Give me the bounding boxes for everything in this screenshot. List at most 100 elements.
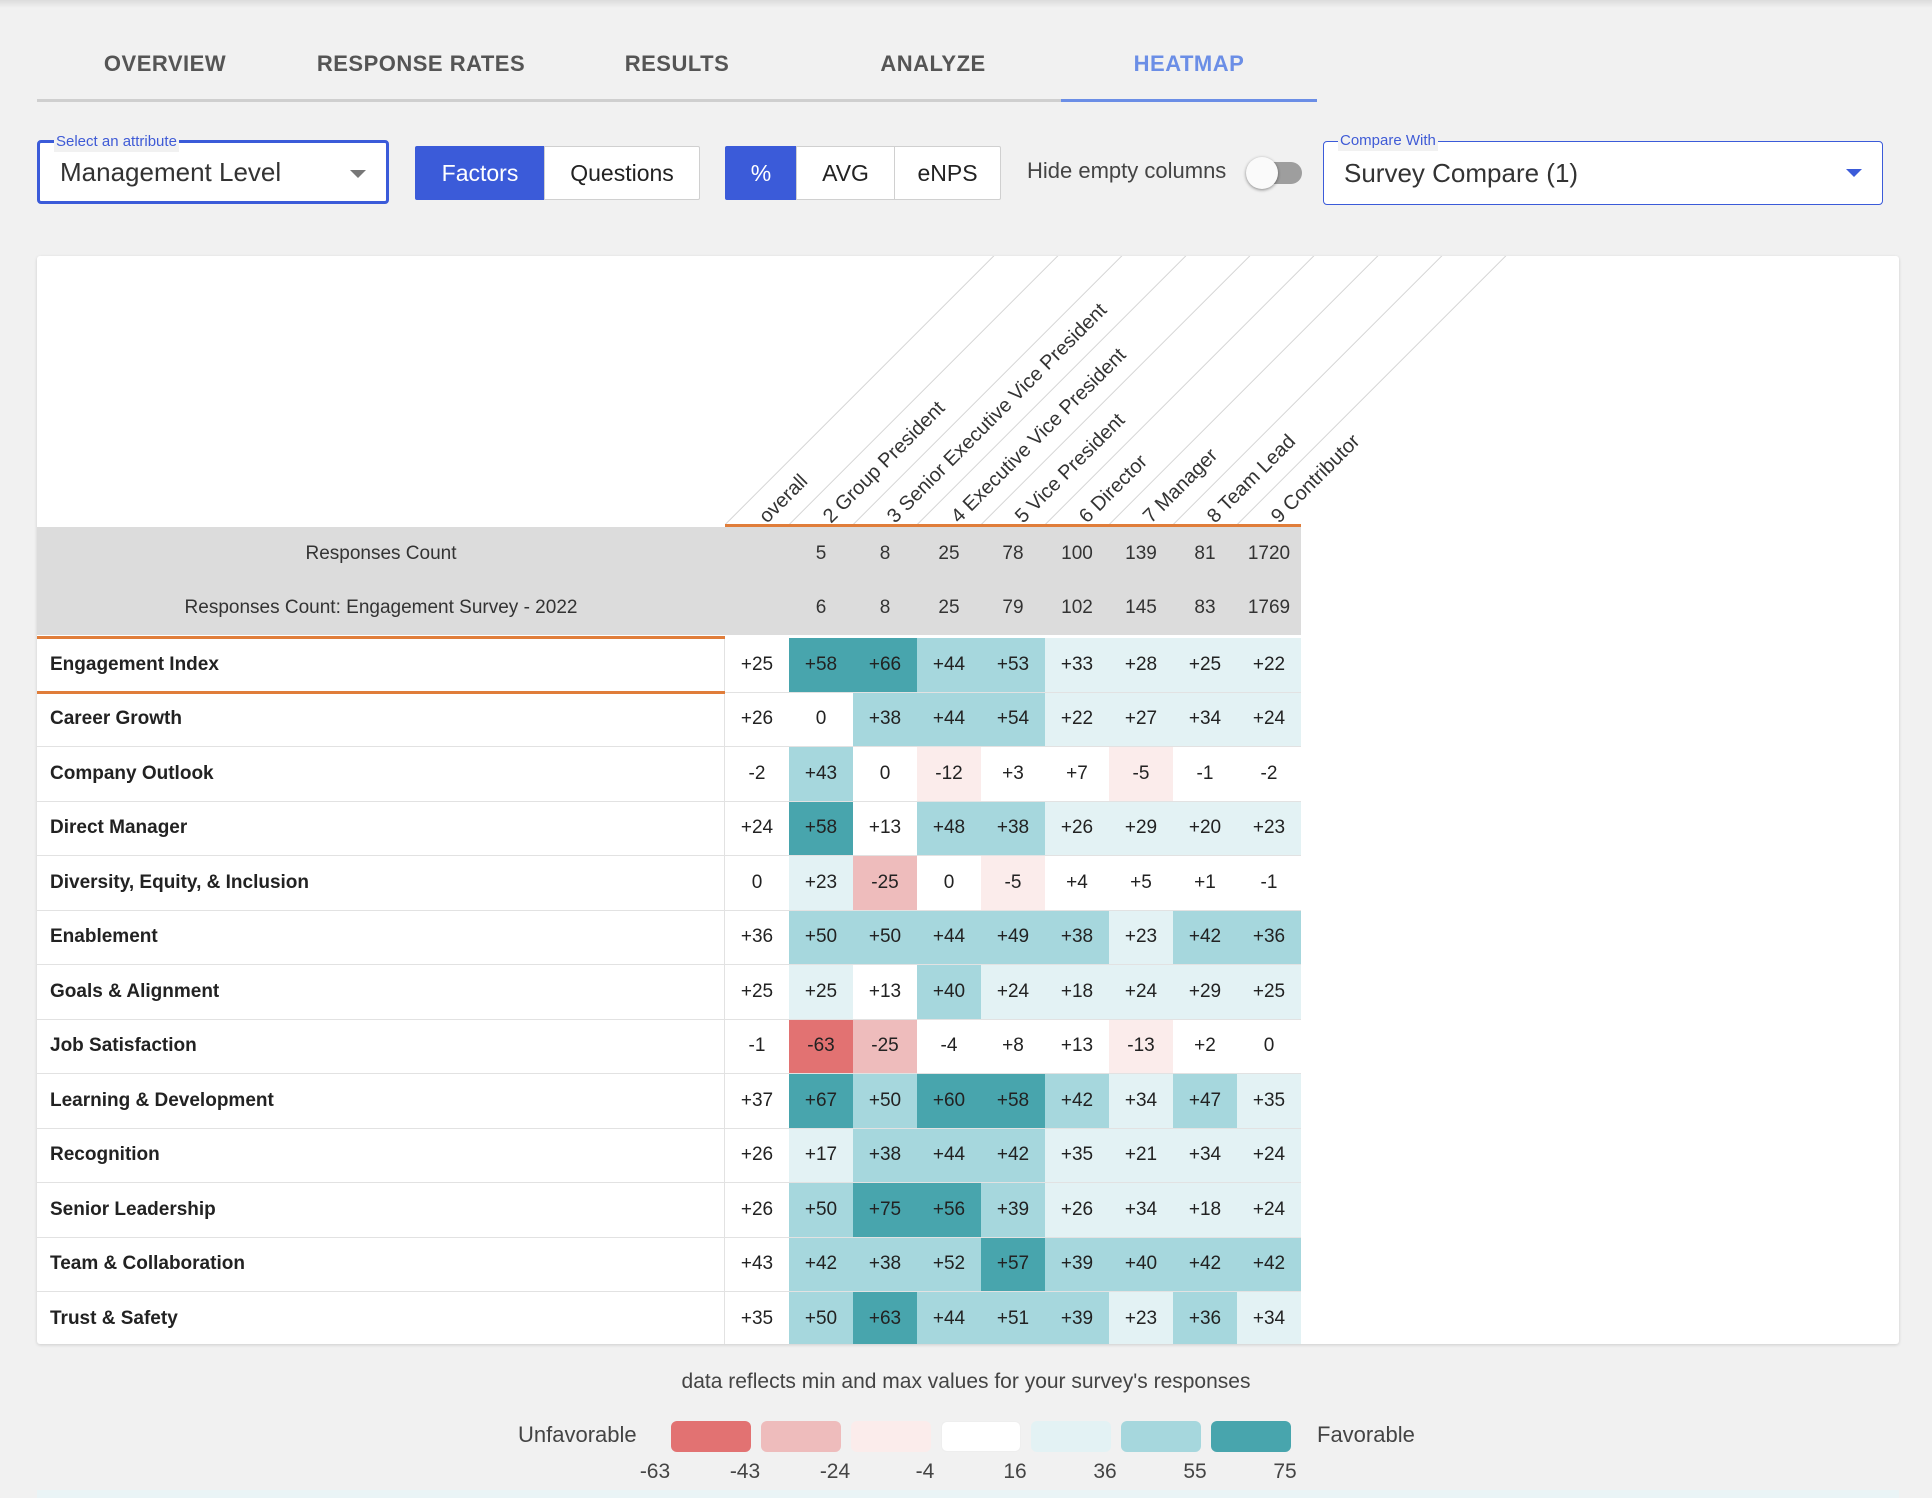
- heatmap-cell[interactable]: +29: [1109, 801, 1173, 855]
- heatmap-cell[interactable]: +22: [1237, 638, 1301, 692]
- heatmap-cell[interactable]: +53: [981, 638, 1045, 692]
- table-row[interactable]: Job Satisfaction -1 -63 -25 -4 +8 +13 -13 +2 0: [37, 1019, 1301, 1074]
- heatmap-cell[interactable]: -12: [917, 747, 981, 801]
- table-row[interactable]: Career Growth +26 0 +38 +44 +54 +22 +27 +34 +24: [37, 692, 1301, 747]
- heatmap-cell[interactable]: 0: [1237, 1019, 1301, 1073]
- heatmap-cell[interactable]: -63: [789, 1019, 853, 1073]
- heatmap-cell[interactable]: +40: [917, 965, 981, 1019]
- factors-button[interactable]: Factors: [415, 146, 545, 200]
- tab-response-rates[interactable]: RESPONSE RATES: [316, 50, 526, 76]
- heatmap-cell[interactable]: +23: [1109, 1292, 1173, 1344]
- heatmap-cell[interactable]: +38: [853, 1128, 917, 1182]
- heatmap-cell[interactable]: +39: [981, 1183, 1045, 1237]
- heatmap-cell[interactable]: +58: [789, 638, 853, 692]
- heatmap-cell[interactable]: +44: [917, 692, 981, 746]
- heatmap-cell[interactable]: +8: [981, 1019, 1045, 1073]
- tab-analyze[interactable]: ANALYZE: [880, 50, 986, 76]
- hide-empty-columns-toggle[interactable]: [1246, 157, 1302, 189]
- heatmap-cell[interactable]: +34: [1237, 1292, 1301, 1344]
- heatmap-cell[interactable]: +24: [1109, 965, 1173, 1019]
- heatmap-cell[interactable]: +23: [789, 856, 853, 910]
- tab-overview[interactable]: OVERVIEW: [103, 50, 227, 76]
- heatmap-cell[interactable]: +38: [981, 801, 1045, 855]
- heatmap-cell[interactable]: +60: [917, 1074, 981, 1128]
- heatmap-cell[interactable]: +50: [789, 1292, 853, 1344]
- heatmap-cell[interactable]: -4: [917, 1019, 981, 1073]
- heatmap-cell[interactable]: +47: [1173, 1074, 1237, 1128]
- heatmap-cell[interactable]: +13: [853, 965, 917, 1019]
- heatmap-cell[interactable]: +63: [853, 1292, 917, 1344]
- heatmap-cell[interactable]: -5: [1109, 747, 1173, 801]
- heatmap-cell[interactable]: +25: [1237, 965, 1301, 1019]
- heatmap-cell[interactable]: +42: [1237, 1237, 1301, 1291]
- heatmap-cell[interactable]: +13: [1045, 1019, 1109, 1073]
- column-header[interactable]: overall: [755, 470, 813, 528]
- heatmap-cell[interactable]: +13: [853, 801, 917, 855]
- heatmap-cell[interactable]: +20: [1173, 801, 1237, 855]
- heatmap-cell[interactable]: +37: [725, 1074, 789, 1128]
- heatmap-cell[interactable]: +39: [1045, 1237, 1109, 1291]
- tab-results[interactable]: RESULTS: [624, 50, 730, 76]
- table-row[interactable]: Engagement Index +25 +58 +66 +44 +53 +33 +28 +25…: [37, 638, 1301, 693]
- heatmap-cell[interactable]: +26: [725, 1183, 789, 1237]
- heatmap-cell[interactable]: +24: [981, 965, 1045, 1019]
- heatmap-cell[interactable]: +26: [725, 692, 789, 746]
- heatmap-cell[interactable]: +33: [1045, 638, 1109, 692]
- table-row[interactable]: Recognition +26 +17 +38 +44 +42 +35 +21 +34 +24: [37, 1128, 1301, 1183]
- heatmap-cell[interactable]: -2: [725, 747, 789, 801]
- heatmap-cell[interactable]: +38: [1045, 910, 1109, 964]
- heatmap-cell[interactable]: +66: [853, 638, 917, 692]
- heatmap-cell[interactable]: +35: [1237, 1074, 1301, 1128]
- heatmap-cell[interactable]: +75: [853, 1183, 917, 1237]
- heatmap-cell[interactable]: +24: [1237, 692, 1301, 746]
- heatmap-cell[interactable]: +42: [1173, 1237, 1237, 1291]
- table-row[interactable]: Learning & Development +37 +67 +50 +60 +58 +42…: [37, 1074, 1301, 1129]
- table-row[interactable]: Diversity, Equity, & Inclusion 0 +23 -25 0 -5…: [37, 856, 1301, 911]
- heatmap-cell[interactable]: 0: [853, 747, 917, 801]
- table-row[interactable]: Team & Collaboration +43 +42 +38 +52 +57 +39 +4…: [37, 1237, 1301, 1292]
- heatmap-cell[interactable]: +38: [853, 692, 917, 746]
- heatmap-cell[interactable]: +50: [789, 1183, 853, 1237]
- heatmap-cell[interactable]: +22: [1045, 692, 1109, 746]
- heatmap-cell[interactable]: +42: [789, 1237, 853, 1291]
- heatmap-cell[interactable]: +18: [1045, 965, 1109, 1019]
- heatmap-cell[interactable]: -25: [853, 856, 917, 910]
- heatmap-cell[interactable]: +34: [1109, 1074, 1173, 1128]
- heatmap-cell[interactable]: +67: [789, 1074, 853, 1128]
- heatmap-cell[interactable]: +43: [725, 1237, 789, 1291]
- heatmap-cell[interactable]: +25: [725, 638, 789, 692]
- heatmap-cell[interactable]: +21: [1109, 1128, 1173, 1182]
- heatmap-cell[interactable]: +1: [1173, 856, 1237, 910]
- heatmap-cell[interactable]: +52: [917, 1237, 981, 1291]
- heatmap-cell[interactable]: +44: [917, 638, 981, 692]
- heatmap-cell[interactable]: +29: [1173, 965, 1237, 1019]
- heatmap-cell[interactable]: +2: [1173, 1019, 1237, 1073]
- heatmap-cell[interactable]: +4: [1045, 856, 1109, 910]
- heatmap-cell[interactable]: +38: [853, 1237, 917, 1291]
- heatmap-cell[interactable]: +36: [1173, 1292, 1237, 1344]
- heatmap-cell[interactable]: +23: [1237, 801, 1301, 855]
- compare-with-select[interactable]: Compare With Survey Compare (1): [1323, 131, 1883, 205]
- heatmap-cell[interactable]: -1: [1237, 856, 1301, 910]
- heatmap-cell[interactable]: +23: [1109, 910, 1173, 964]
- heatmap-cell[interactable]: +42: [1045, 1074, 1109, 1128]
- heatmap-cell[interactable]: +25: [789, 965, 853, 1019]
- heatmap-cell[interactable]: +42: [1173, 910, 1237, 964]
- heatmap-cell[interactable]: +17: [789, 1128, 853, 1182]
- heatmap-cell[interactable]: +5: [1109, 856, 1173, 910]
- heatmap-cell[interactable]: +24: [1237, 1128, 1301, 1182]
- heatmap-cell[interactable]: +26: [1045, 1183, 1109, 1237]
- heatmap-cell[interactable]: +34: [1173, 1128, 1237, 1182]
- table-row[interactable]: Senior Leadership +26 +50 +75 +56 +39 +26 +34 +1…: [37, 1183, 1301, 1238]
- heatmap-cell[interactable]: +50: [853, 910, 917, 964]
- questions-button[interactable]: Questions: [544, 146, 700, 200]
- heatmap-cell[interactable]: +43: [789, 747, 853, 801]
- heatmap-cell[interactable]: +28: [1109, 638, 1173, 692]
- attribute-select[interactable]: Select an attribute Management Level: [37, 132, 389, 204]
- heatmap-cell[interactable]: 0: [725, 856, 789, 910]
- heatmap-cell[interactable]: +57: [981, 1237, 1045, 1291]
- heatmap-cell[interactable]: +44: [917, 1128, 981, 1182]
- heatmap-cell[interactable]: +50: [853, 1074, 917, 1128]
- heatmap-cell[interactable]: +48: [917, 801, 981, 855]
- heatmap-cell[interactable]: +34: [1109, 1183, 1173, 1237]
